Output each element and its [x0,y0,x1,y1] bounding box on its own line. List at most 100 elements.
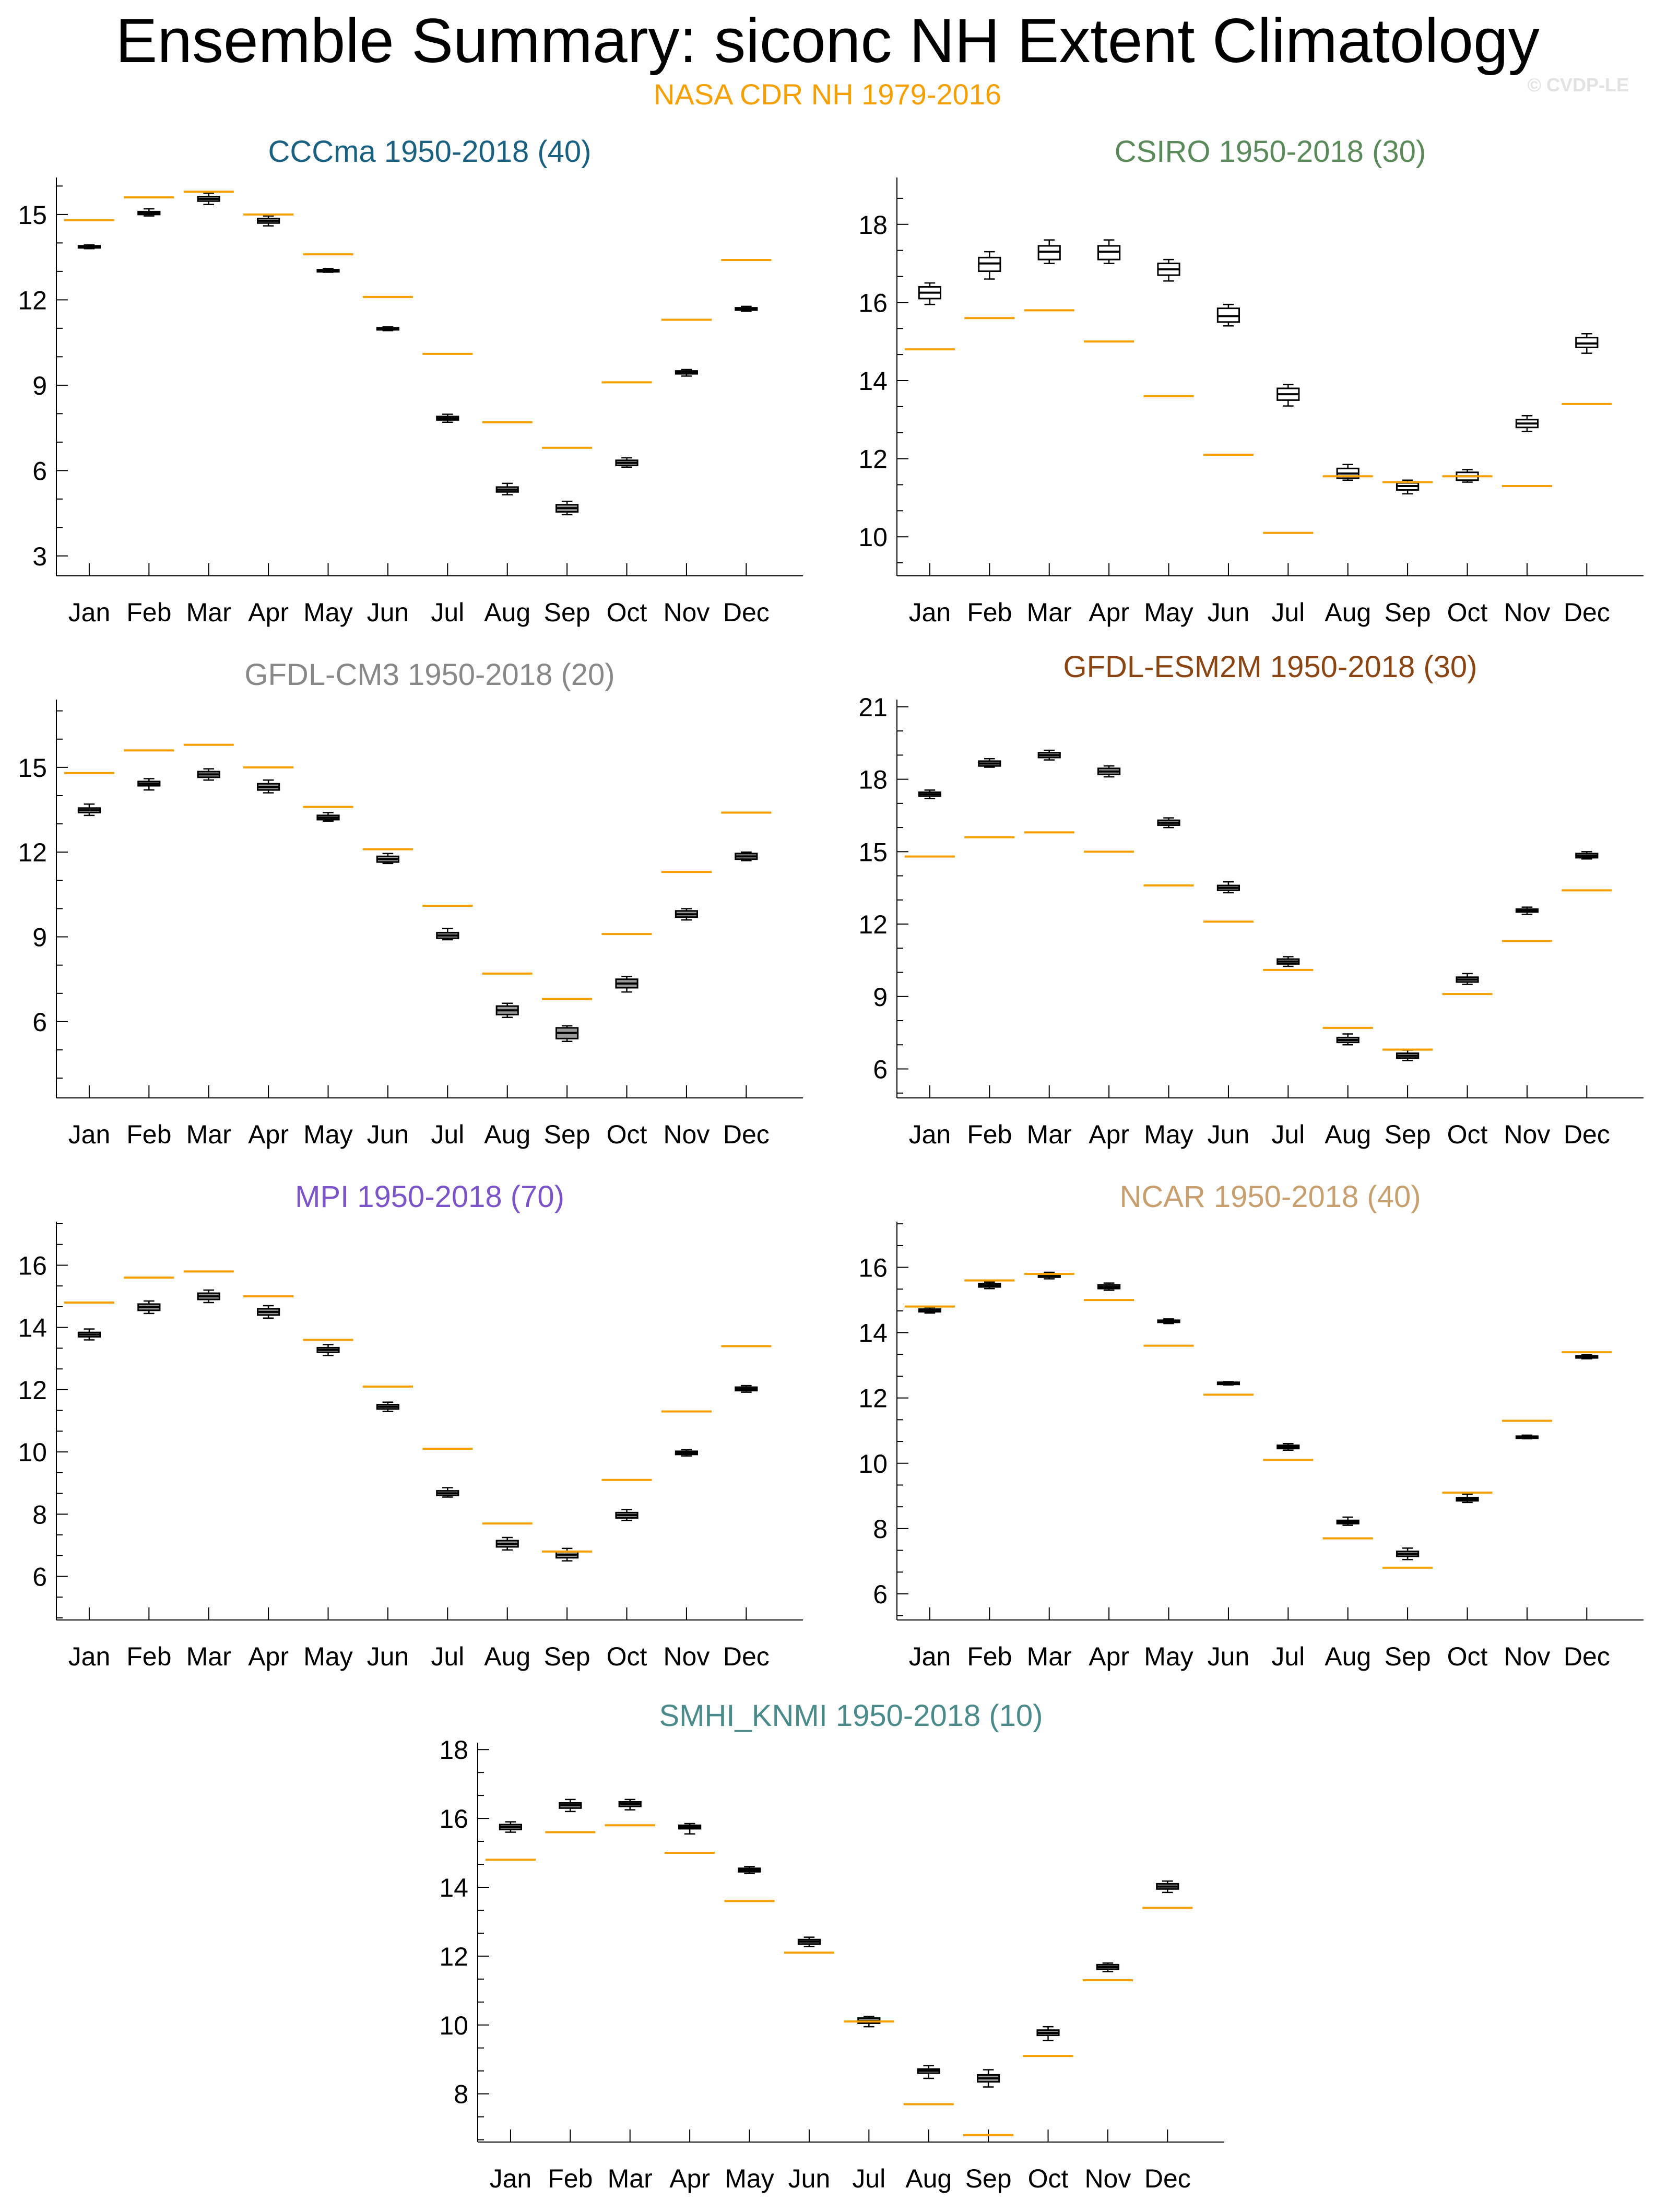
chart-panel-1: CCCma 1950-2018 (40) 3 6 9 12 15 Jan Feb Mar Apr M… [18,135,803,627]
box-dec [1156,1880,1179,1894]
box-may [316,1344,340,1356]
box-sep [555,1547,579,1562]
chart-panel-4: GFDL-ESM2M 1950-2018 (30) 6 9 12 15 18 21 Jan Fe… [858,650,1644,1149]
box-feb [978,251,1001,280]
panel-title: CSIRO 1950-2018 (30) [1115,135,1426,169]
box-jan [918,1307,942,1314]
month-label-apr: Apr [1089,1120,1129,1149]
month-label-may: May [1144,1642,1193,1671]
y-tick-label: 16 [18,1251,47,1280]
month-label-dec: Dec [1144,2164,1191,2193]
month-label-feb: Feb [967,598,1012,627]
box-jul [1276,384,1300,407]
y-tick-label: 12 [858,1384,888,1413]
y-tick-label: 12 [858,910,888,939]
month-label-jul: Jul [431,1642,464,1671]
y-tick-label: 10 [858,523,888,552]
y-tick-label: 14 [439,1873,468,1902]
month-label-sep: Sep [544,598,590,627]
month-label-jul: Jul [852,2164,885,2193]
month-label-dec: Dec [723,1642,770,1671]
box-may [316,812,340,822]
box-aug [495,1536,519,1551]
y-tick-label: 6 [32,1563,47,1592]
box-jun [797,1936,821,1947]
box-nov [675,908,699,921]
box-nov [1515,906,1539,915]
month-label-nov: Nov [1084,2164,1131,2193]
observation-dataset-label: NASA CDR NH 1979-2016 [653,78,1002,111]
page-title: Ensemble Summary: siconc NH Extent Clima… [115,6,1540,76]
y-tick-label: 15 [18,753,47,783]
month-label-jul: Jul [1271,1642,1305,1671]
month-label-sep: Sep [544,1642,590,1671]
month-label-apr: Apr [248,1120,289,1149]
month-label-nov: Nov [663,1120,710,1149]
month-label-may: May [303,1642,352,1671]
y-tick-label: 15 [858,837,888,867]
month-label-aug: Aug [1325,598,1371,627]
month-label-aug: Aug [484,1120,530,1149]
box-apr [1097,765,1121,778]
month-label-aug: Aug [1325,1120,1371,1149]
box-aug [1336,1033,1360,1046]
month-label-feb: Feb [126,1120,171,1149]
box-feb [978,1281,1001,1290]
month-label-oct: Oct [1447,1120,1488,1149]
box-nov [1096,1962,1120,1972]
box-jun [1216,303,1240,327]
box-sep [977,2069,1000,2088]
panel-title: CCCma 1950-2018 (40) [268,135,592,169]
month-label-jun: Jun [367,598,409,627]
month-label-apr: Apr [669,2164,710,2193]
month-label-apr: Apr [248,1642,289,1671]
month-label-jun: Jun [1208,598,1250,627]
chart-panel-6: NCAR 1950-2018 (40) 6 8 10 12 14 16 Jan Feb Mar Ap… [858,1180,1644,1671]
panel-title: GFDL-CM3 1950-2018 (20) [244,658,614,692]
month-label-feb: Feb [967,1120,1012,1149]
box-may [738,1866,761,1874]
chart-panel-2: CSIRO 1950-2018 (30) 10 12 14 16 18 Jan Feb Mar A… [858,135,1644,627]
box-apr [257,1305,280,1319]
month-label-nov: Nov [663,1642,710,1671]
y-tick-label: 18 [439,1735,468,1765]
box-nov [675,369,699,377]
y-tick-label: 12 [858,445,888,474]
box-feb [137,1300,161,1315]
box-oct [615,457,639,468]
month-label-aug: Aug [484,1642,530,1671]
month-label-dec: Dec [723,1120,770,1149]
y-tick-label: 9 [32,371,47,400]
y-tick-label: 3 [32,542,47,571]
box-jun [376,1401,400,1412]
box-aug [917,2065,940,2079]
month-label-sep: Sep [965,2164,1012,2193]
box-mar [1037,749,1061,761]
month-label-feb: Feb [126,598,171,627]
box-oct [1456,973,1479,985]
month-label-oct: Oct [1447,1642,1488,1671]
panel-title: GFDL-ESM2M 1950-2018 (30) [1063,650,1477,684]
box-apr [257,779,280,794]
month-label-jun: Jun [367,1120,409,1149]
chart-panel-3: GFDL-CM3 1950-2018 (20) 6 9 12 15 Jan Feb Mar Ap… [18,658,803,1149]
month-label-jun: Jun [788,2164,831,2193]
month-label-jul: Jul [431,598,464,627]
box-jun [1216,1381,1240,1386]
y-tick-label: 16 [858,1253,888,1283]
month-label-apr: Apr [248,598,289,627]
box-feb [978,758,1001,768]
month-label-jun: Jun [367,1642,409,1671]
month-label-feb: Feb [548,2164,593,2193]
box-jun [376,853,400,865]
box-jul [436,413,459,423]
month-label-jul: Jul [1271,598,1305,627]
month-label-dec: Dec [1564,598,1610,627]
y-tick-label: 9 [873,983,888,1012]
box-dec [1575,1354,1599,1359]
box-feb [559,1799,582,1813]
month-label-oct: Oct [1028,2164,1069,2193]
y-tick-label: 16 [858,288,888,317]
box-nov [1515,415,1539,432]
month-label-apr: Apr [1089,598,1129,627]
